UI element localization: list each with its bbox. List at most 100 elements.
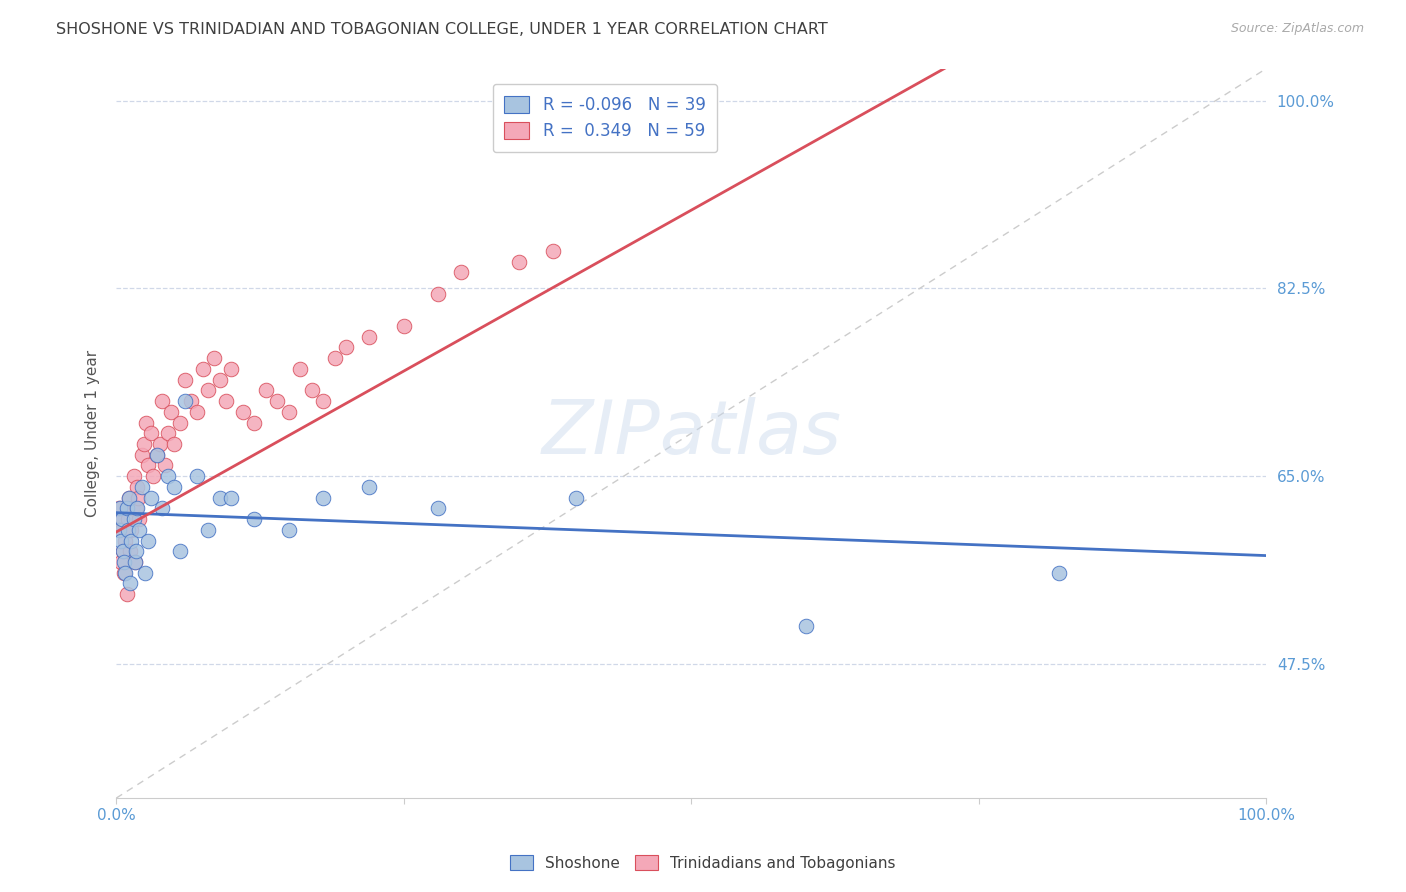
Point — [121, 501, 143, 516]
Point — [114, 566, 136, 580]
Point — [107, 501, 129, 516]
Point — [134, 566, 156, 580]
Text: ZIPatlas: ZIPatlas — [541, 397, 841, 469]
Point — [118, 491, 141, 505]
Point — [139, 491, 162, 505]
Point — [138, 533, 160, 548]
Point — [118, 491, 141, 505]
Point — [125, 544, 148, 558]
Point — [125, 501, 148, 516]
Point — [450, 265, 472, 279]
Point — [427, 286, 450, 301]
Point — [427, 501, 450, 516]
Point — [149, 437, 172, 451]
Point — [120, 523, 142, 537]
Point — [197, 384, 219, 398]
Point — [108, 501, 131, 516]
Point — [122, 512, 145, 526]
Point — [312, 491, 335, 505]
Point — [208, 373, 231, 387]
Point — [1047, 566, 1070, 580]
Point — [128, 512, 150, 526]
Point — [186, 405, 208, 419]
Point — [115, 501, 138, 516]
Point — [108, 523, 131, 537]
Point — [392, 318, 415, 333]
Point — [508, 254, 530, 268]
Point — [111, 523, 134, 537]
Point — [160, 405, 183, 419]
Point — [323, 351, 346, 366]
Point — [543, 244, 565, 258]
Point — [254, 384, 277, 398]
Point — [145, 448, 167, 462]
Point — [139, 426, 162, 441]
Point — [131, 448, 153, 462]
Point — [124, 555, 146, 569]
Point — [157, 426, 180, 441]
Point — [122, 469, 145, 483]
Point — [107, 523, 129, 537]
Point — [138, 458, 160, 473]
Point — [110, 533, 132, 548]
Point — [112, 566, 135, 580]
Point — [150, 394, 173, 409]
Point — [219, 491, 242, 505]
Point — [114, 533, 136, 548]
Point — [115, 587, 138, 601]
Point — [180, 394, 202, 409]
Point — [191, 362, 214, 376]
Point — [359, 480, 381, 494]
Point — [312, 394, 335, 409]
Point — [290, 362, 312, 376]
Point — [107, 512, 129, 526]
Point — [359, 330, 381, 344]
Point — [794, 619, 817, 633]
Point — [219, 362, 242, 376]
Point — [208, 491, 231, 505]
Point — [174, 394, 197, 409]
Point — [142, 469, 165, 483]
Legend: R = -0.096   N = 39, R =  0.349   N = 59: R = -0.096 N = 39, R = 0.349 N = 59 — [492, 84, 717, 153]
Point — [301, 384, 323, 398]
Point — [197, 523, 219, 537]
Point — [150, 501, 173, 516]
Point — [174, 373, 197, 387]
Y-axis label: College, Under 1 year: College, Under 1 year — [86, 350, 100, 516]
Point — [202, 351, 225, 366]
Point — [169, 544, 191, 558]
Point — [120, 576, 142, 591]
Point — [117, 512, 139, 526]
Point — [128, 523, 150, 537]
Point — [232, 405, 254, 419]
Point — [145, 448, 167, 462]
Point — [214, 394, 236, 409]
Point — [110, 555, 132, 569]
Text: SHOSHONE VS TRINIDADIAN AND TOBAGONIAN COLLEGE, UNDER 1 YEAR CORRELATION CHART: SHOSHONE VS TRINIDADIAN AND TOBAGONIAN C… — [56, 22, 828, 37]
Point — [335, 341, 357, 355]
Point — [186, 469, 208, 483]
Point — [117, 523, 139, 537]
Point — [153, 458, 176, 473]
Point — [169, 416, 191, 430]
Point — [127, 491, 149, 505]
Point — [112, 544, 135, 558]
Point — [112, 544, 135, 558]
Point — [120, 544, 142, 558]
Point — [131, 480, 153, 494]
Point — [135, 416, 157, 430]
Point — [243, 512, 266, 526]
Point — [277, 405, 299, 419]
Point — [163, 480, 186, 494]
Legend: Shoshone, Trinidadians and Tobagonians: Shoshone, Trinidadians and Tobagonians — [501, 846, 905, 880]
Point — [266, 394, 288, 409]
Point — [565, 491, 588, 505]
Point — [157, 469, 180, 483]
Point — [112, 555, 135, 569]
Point — [125, 501, 148, 516]
Point — [124, 555, 146, 569]
Point — [277, 523, 299, 537]
Point — [132, 437, 155, 451]
Point — [120, 533, 142, 548]
Text: Source: ZipAtlas.com: Source: ZipAtlas.com — [1230, 22, 1364, 36]
